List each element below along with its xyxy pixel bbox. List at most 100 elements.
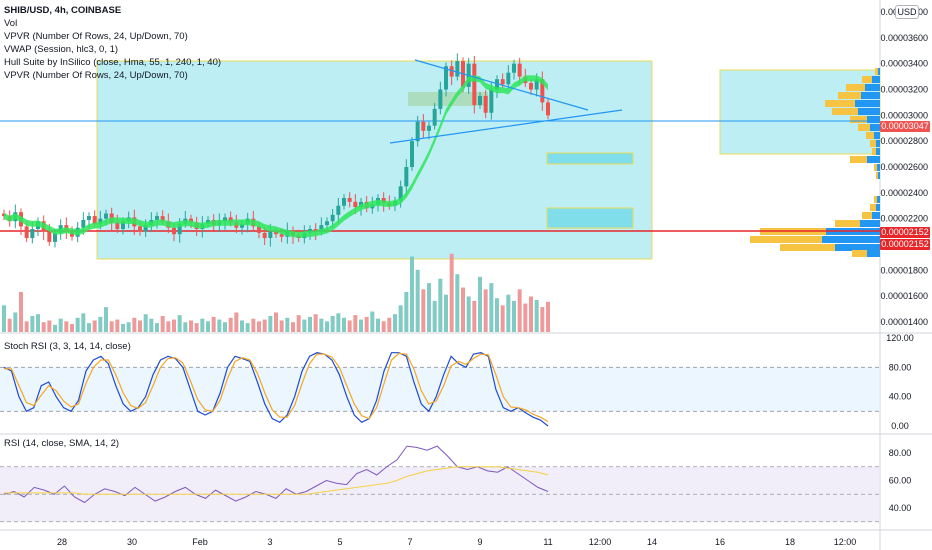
volume-bar <box>279 320 284 332</box>
volume-bar <box>529 296 533 332</box>
stoch-axis-tick: 40.00 <box>889 392 912 402</box>
volume-profile-bar <box>852 250 867 257</box>
volume-bar <box>313 314 318 332</box>
candle-body <box>444 66 448 90</box>
rsi-ma-line <box>4 466 549 495</box>
candle-body <box>478 95 482 105</box>
volume-bar <box>506 294 511 332</box>
volume-profile-bar <box>876 172 878 179</box>
candle-body <box>512 63 516 73</box>
volume-bar <box>240 320 244 332</box>
current-price-tag: 0.00003047 <box>880 121 930 132</box>
volume-bar <box>404 292 409 332</box>
volume-bar <box>132 317 137 332</box>
currency-badge[interactable]: USD <box>895 5 919 19</box>
volume-bar <box>228 317 233 332</box>
time-axis-tick: 14 <box>647 537 657 547</box>
volume-bar <box>540 307 545 332</box>
volume-bar <box>251 318 256 332</box>
candle-body <box>240 223 244 228</box>
volume-bar <box>427 283 431 332</box>
volume-bar <box>36 314 40 332</box>
price-axis-tick: 0.00002400 <box>880 188 928 198</box>
indicator-vol: Vol <box>4 18 18 29</box>
candle-body <box>104 213 108 219</box>
volume-bar <box>274 312 278 332</box>
volume-bar <box>330 316 335 332</box>
volume-profile-bar <box>872 76 880 83</box>
volume-bar <box>523 303 528 332</box>
volume-bar <box>438 278 443 332</box>
price-axis-tick: 0.00003200 <box>880 85 928 95</box>
candle-body <box>517 63 522 77</box>
candle-body <box>540 79 545 103</box>
price-axis-tick: 0.00003000 <box>880 110 928 120</box>
candle-body <box>24 226 29 239</box>
candle-body <box>353 201 358 208</box>
candle-body <box>155 216 159 220</box>
volume-profile-bar <box>877 164 880 171</box>
price-axis-tick: 0.00002800 <box>880 136 928 146</box>
volume-bar <box>285 317 290 332</box>
stoch-band <box>0 367 880 412</box>
volume-profile-bar <box>862 212 872 219</box>
volume-bar <box>262 319 267 332</box>
volume-profile-bar <box>872 212 880 219</box>
volume-bar <box>546 301 550 332</box>
volume-bar <box>200 318 205 332</box>
price-axis-tick: 0.00003600 <box>880 33 928 43</box>
volume-bar <box>223 322 227 332</box>
volume-bar <box>70 324 74 332</box>
volume-bar <box>534 300 539 332</box>
candle-body <box>160 216 165 222</box>
volume-bar <box>121 324 125 332</box>
time-axis-tick: 3 <box>267 537 272 547</box>
candle-body <box>268 231 273 239</box>
volume-bar <box>415 269 420 332</box>
volume-bar <box>512 300 516 332</box>
candle-body <box>489 89 494 113</box>
volume-bar <box>495 298 499 332</box>
candle-body <box>546 102 550 116</box>
time-axis-tick: 30 <box>127 537 137 547</box>
candle-body <box>427 125 431 131</box>
volume-bar <box>206 321 210 332</box>
candle-body <box>529 83 533 90</box>
time-axis-tick: 12:00 <box>834 537 857 547</box>
volume-bar <box>41 322 46 332</box>
volume-bar <box>432 300 437 332</box>
volume-profile-bar <box>870 124 880 131</box>
volume-bar <box>189 320 193 332</box>
candle-body <box>455 61 460 77</box>
volume-profile-bar <box>876 148 880 155</box>
volume-bar <box>308 316 312 332</box>
candle-body <box>438 89 443 109</box>
price-axis-tick: 0.00001600 <box>880 291 928 301</box>
volume-profile-bar <box>860 220 880 227</box>
candle-body <box>274 231 278 235</box>
volume-bar <box>483 289 488 332</box>
volume-bar <box>53 324 57 332</box>
price-axis-tick: 0.00001800 <box>880 265 928 275</box>
candle-body <box>500 79 505 85</box>
candle-body <box>121 221 125 229</box>
volume-bar <box>381 321 386 332</box>
time-axis-tick: 11 <box>543 537 552 547</box>
candle-body <box>47 231 52 242</box>
volume-bar <box>489 283 494 332</box>
volume-bar <box>115 319 120 332</box>
candle-body <box>330 214 335 222</box>
time-axis-tick: 12:00 <box>589 537 612 547</box>
indicator-vpvr-2: VPVR (Number Of Rows, 24, Up/Down, 70) <box>4 70 188 81</box>
stoch-d-line <box>4 352 549 423</box>
volume-bar <box>500 305 505 332</box>
candle-body <box>262 232 267 239</box>
volume-bar <box>177 315 182 332</box>
volume-profile-bar <box>822 236 880 243</box>
volume-bar <box>342 317 346 332</box>
indicator-hull-suite: Hull Suite by InSilico (close, Hma, 55, … <box>4 57 222 68</box>
volume-profile-bar <box>838 92 861 99</box>
volume-bar <box>30 316 35 332</box>
candle-body <box>319 225 324 232</box>
